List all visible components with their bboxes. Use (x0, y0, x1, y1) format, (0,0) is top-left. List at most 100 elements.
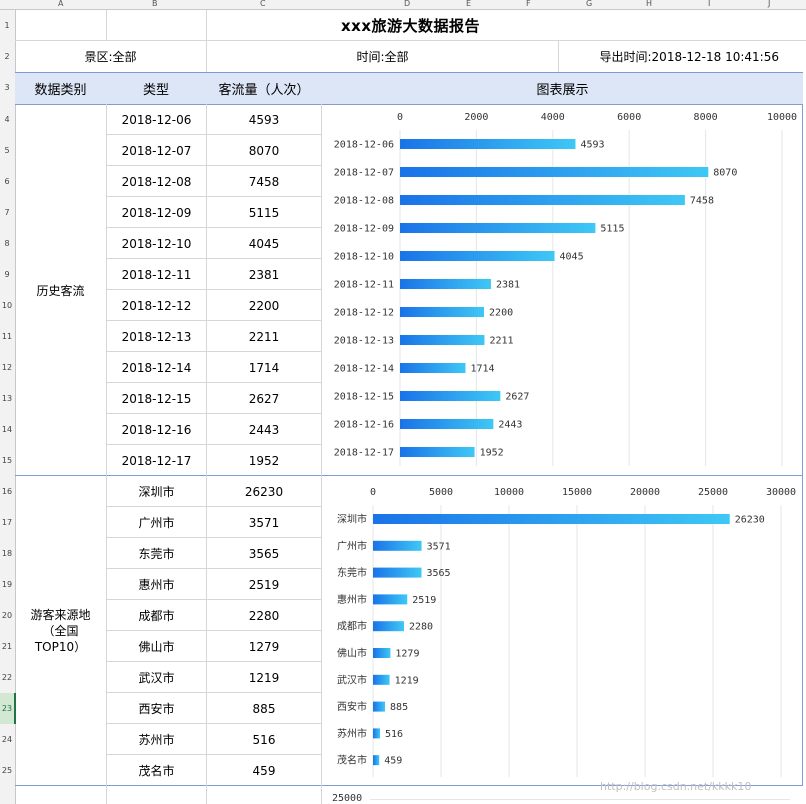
column-header[interactable]: C (260, 0, 266, 8)
time-label: 时间:全部 (356, 50, 409, 64)
row-header[interactable]: 15 (1, 455, 13, 465)
row-type-cell: 2018-12-15 (121, 391, 192, 406)
column-header[interactable]: A (58, 0, 64, 8)
bar[interactable] (400, 363, 466, 373)
bar[interactable] (400, 307, 485, 317)
row-type-cell: 苏州市 (138, 733, 175, 747)
row-type-cell: 2018-12-16 (121, 422, 192, 437)
row-header[interactable]: 23 (0, 693, 16, 724)
x-tick-label: 6000 (617, 112, 641, 123)
bar[interactable] (373, 540, 422, 551)
row-header[interactable]: 21 (1, 641, 13, 651)
export-time-label: 导出时间:2018-12-18 10:41:56 (599, 50, 780, 64)
bar-value-label: 2381 (496, 280, 520, 291)
origin-label-line: TOP10） (34, 640, 87, 654)
row-header[interactable]: 24 (1, 734, 13, 744)
bar[interactable] (373, 674, 390, 685)
bar[interactable] (400, 335, 485, 345)
row-type-cell: 2018-12-11 (121, 267, 192, 282)
history-bar-chart: 0 2000 4000 6000 8000 10000 2018-12-06 4593 2018… (334, 112, 797, 466)
origin-bar-chart: 0 5000 10000 15000 20000 25000 30000 深圳市 26230 广州… (337, 487, 796, 777)
bar-value-label: 885 (390, 702, 408, 713)
row-type-cell: 茂名市 (138, 764, 175, 778)
bar[interactable] (373, 728, 381, 739)
bar[interactable] (400, 251, 555, 261)
row-type-cell: 2018-12-12 (121, 298, 192, 313)
x-tick-label: 8000 (694, 112, 718, 123)
category-label: 惠州市 (337, 593, 367, 606)
row-value-cell: 4593 (248, 112, 280, 127)
row-value-cell: 2519 (248, 577, 280, 592)
row-header[interactable]: 17 (1, 517, 13, 527)
category-label: 2018-12-14 (334, 364, 394, 375)
column-header[interactable]: H (646, 0, 653, 8)
row-header[interactable]: 13 (1, 393, 13, 403)
row-type-cell: 惠州市 (138, 578, 175, 592)
bar[interactable] (400, 447, 475, 457)
column-header[interactable]: B (152, 0, 158, 8)
column-header[interactable]: D (404, 0, 411, 8)
bar[interactable] (373, 514, 730, 524)
row-value-cell: 26230 (244, 484, 284, 499)
column-header[interactable]: F (526, 0, 531, 8)
row-header[interactable]: 16 (1, 486, 13, 496)
bar[interactable] (373, 621, 405, 632)
bar[interactable] (373, 594, 408, 605)
row-header[interactable]: 7 (4, 207, 10, 217)
bar-value-label: 26230 (735, 515, 765, 526)
row-header[interactable]: 14 (1, 424, 13, 434)
x-tick-label: 15000 (562, 487, 592, 498)
row-header[interactable]: 1 (4, 20, 10, 30)
bar[interactable] (373, 648, 391, 658)
bar-value-label: 2200 (489, 308, 513, 319)
category-label: 西安市 (337, 700, 367, 713)
bar[interactable] (400, 419, 494, 429)
category-label: 2018-12-08 (334, 196, 394, 207)
category-label: 2018-12-09 (334, 224, 394, 235)
row-header[interactable]: 19 (1, 579, 13, 589)
row-header[interactable]: 25 (1, 765, 13, 775)
bar[interactable] (373, 567, 422, 578)
row-value-cell: 2381 (248, 267, 280, 282)
category-label: 2018-12-07 (334, 168, 394, 179)
row-header[interactable]: 18 (1, 548, 13, 558)
row-header[interactable]: 8 (4, 238, 10, 248)
bar[interactable] (400, 139, 576, 149)
x-tick-label: 2000 (464, 112, 488, 123)
bar[interactable] (400, 223, 596, 233)
bar-value-label: 3565 (426, 568, 450, 579)
bar-value-label: 2627 (505, 392, 529, 403)
row-type-cell: 西安市 (138, 702, 175, 716)
x-tick-label: 0 (397, 112, 403, 123)
row-header[interactable]: 6 (4, 176, 10, 186)
row-header[interactable]: 3 (4, 82, 10, 92)
row-header[interactable]: 12 (1, 362, 13, 372)
bar[interactable] (373, 755, 380, 766)
row-header[interactable]: 9 (4, 269, 10, 279)
row-header[interactable]: 22 (1, 672, 13, 682)
bar[interactable] (400, 279, 491, 289)
row-header[interactable]: 11 (1, 331, 13, 341)
bar-value-label: 7458 (690, 196, 714, 207)
bar[interactable] (400, 195, 685, 205)
row-type-cell: 2018-12-07 (121, 143, 192, 158)
row-header[interactable]: 4 (4, 114, 10, 124)
column-header[interactable]: J (768, 0, 771, 8)
row-header[interactable]: 2 (4, 51, 10, 61)
bar-value-label: 2519 (412, 595, 436, 606)
bar[interactable] (400, 391, 501, 401)
category-label: 东莞市 (337, 566, 367, 579)
column-header[interactable]: G (586, 0, 593, 8)
header-chart: 图表展示 (536, 83, 589, 98)
bar[interactable] (400, 167, 709, 177)
row-header[interactable]: 20 (1, 610, 13, 620)
column-header[interactable]: I (708, 0, 711, 8)
row-header[interactable]: 5 (4, 145, 10, 155)
origin-label-line: （全国 (42, 624, 79, 638)
bar[interactable] (373, 701, 386, 712)
column-header[interactable]: E (466, 0, 472, 8)
section-label-history: 历史客流 (36, 283, 85, 298)
row-header[interactable]: 10 (1, 300, 13, 310)
row-type-cell: 2018-12-09 (121, 205, 192, 220)
row-value-cell: 516 (252, 732, 276, 747)
